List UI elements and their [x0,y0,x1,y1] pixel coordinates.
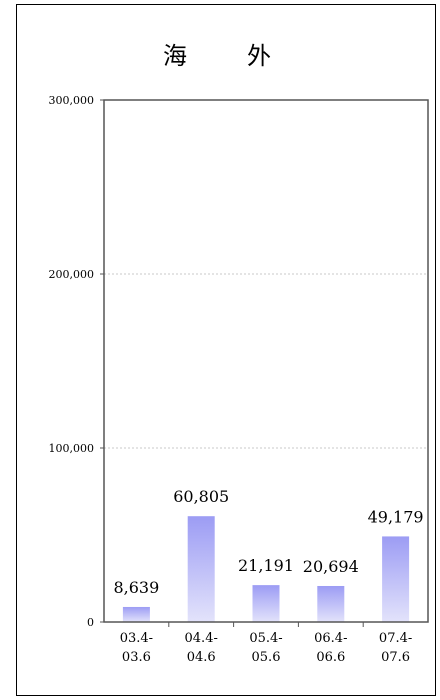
y-tick-label: 0 [87,616,94,629]
axes [100,99,429,627]
y-tick-label: 300,000 [49,94,95,107]
x-tick-label: 05.6 [252,650,281,665]
data-label: 8,639 [113,578,159,597]
data-label: 21,191 [238,556,294,575]
x-tick-label: 04.4- [185,631,218,646]
bar [187,516,215,622]
chart-title: 海 外 [163,42,289,70]
bar [317,585,345,622]
bars [122,516,410,622]
x-tick-label: 03.6 [122,650,151,665]
data-label: 49,179 [368,507,424,526]
bar [252,585,280,622]
x-tick-label: 06.6 [316,650,345,665]
x-tick-label: 03.4- [120,631,153,646]
x-tick-label: 07.4- [379,631,412,646]
y-tick-label: 100,000 [49,442,95,455]
plot-area-border [103,99,429,623]
grid-lines [104,273,428,449]
y-tick-label: 200,000 [49,268,95,281]
x-tick-label: 04.6 [187,650,216,665]
chart-frame [16,4,436,696]
bar [382,536,410,622]
labels: 0 100,000 200,000 300,000 8,639 03.4- 03.6 60,8… [49,94,424,665]
data-label: 60,805 [173,487,229,506]
data-label: 20,694 [303,557,359,576]
x-tick-label: 06.4- [314,631,347,646]
bar [122,606,150,622]
x-tick-label: 07.6 [381,650,410,665]
x-tick-label: 05.4- [249,631,282,646]
